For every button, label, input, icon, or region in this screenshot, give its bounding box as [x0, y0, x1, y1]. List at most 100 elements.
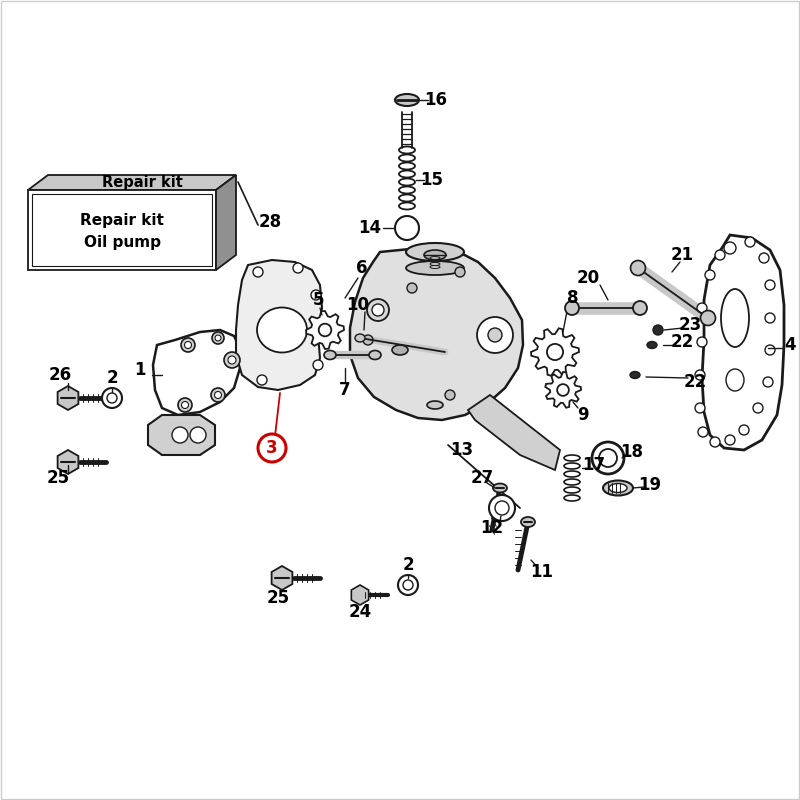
Ellipse shape: [630, 261, 646, 275]
Text: 12: 12: [481, 519, 503, 537]
Polygon shape: [28, 175, 236, 190]
Text: 1: 1: [134, 361, 146, 379]
Circle shape: [224, 352, 240, 368]
Text: Repair kit: Repair kit: [80, 213, 164, 228]
Ellipse shape: [257, 307, 307, 353]
Text: 7: 7: [339, 381, 351, 399]
Circle shape: [455, 267, 465, 277]
Circle shape: [495, 501, 509, 515]
Polygon shape: [350, 248, 523, 420]
Circle shape: [258, 434, 286, 462]
Ellipse shape: [521, 517, 535, 527]
Text: 18: 18: [621, 443, 643, 461]
Circle shape: [178, 398, 192, 412]
Circle shape: [228, 356, 236, 364]
Circle shape: [313, 360, 323, 370]
Text: 14: 14: [358, 219, 382, 237]
Polygon shape: [32, 194, 212, 266]
Ellipse shape: [367, 299, 389, 321]
Text: 9: 9: [577, 406, 589, 424]
Text: 16: 16: [425, 91, 447, 109]
Polygon shape: [351, 585, 369, 605]
Circle shape: [211, 388, 225, 402]
Polygon shape: [236, 260, 322, 390]
Text: Repair kit: Repair kit: [102, 175, 182, 190]
Circle shape: [725, 435, 735, 445]
Text: 11: 11: [530, 563, 554, 581]
Polygon shape: [216, 175, 236, 270]
Ellipse shape: [392, 345, 408, 355]
Polygon shape: [148, 415, 215, 455]
Circle shape: [214, 391, 222, 398]
Circle shape: [185, 342, 191, 349]
Circle shape: [253, 267, 263, 277]
Circle shape: [318, 324, 331, 336]
Circle shape: [182, 402, 189, 409]
Ellipse shape: [647, 342, 657, 349]
Text: 23: 23: [678, 316, 702, 334]
Circle shape: [592, 442, 624, 474]
Ellipse shape: [630, 371, 640, 378]
Polygon shape: [58, 450, 78, 474]
Ellipse shape: [324, 350, 336, 359]
Text: 21: 21: [670, 246, 694, 264]
Circle shape: [489, 495, 515, 521]
Text: 22: 22: [670, 333, 694, 351]
Circle shape: [765, 345, 775, 355]
Circle shape: [724, 242, 736, 254]
Polygon shape: [306, 311, 344, 349]
Text: Oil pump: Oil pump: [83, 234, 161, 250]
Ellipse shape: [406, 243, 464, 261]
Circle shape: [745, 237, 755, 247]
Circle shape: [599, 449, 617, 467]
Text: 2: 2: [402, 556, 414, 574]
Ellipse shape: [427, 401, 443, 409]
Circle shape: [445, 390, 455, 400]
Circle shape: [697, 337, 707, 347]
Ellipse shape: [395, 94, 419, 106]
Text: 6: 6: [356, 259, 368, 277]
Circle shape: [697, 303, 707, 313]
Text: 19: 19: [638, 476, 662, 494]
Circle shape: [102, 388, 122, 408]
Text: 22: 22: [683, 373, 706, 391]
Ellipse shape: [355, 334, 365, 342]
Polygon shape: [546, 372, 581, 408]
Text: 24: 24: [348, 603, 372, 621]
Ellipse shape: [369, 350, 381, 359]
Text: 13: 13: [450, 441, 474, 459]
Text: 27: 27: [470, 469, 494, 487]
Circle shape: [190, 427, 206, 443]
Text: 8: 8: [567, 289, 578, 307]
Ellipse shape: [565, 301, 579, 315]
Circle shape: [363, 335, 373, 345]
Ellipse shape: [372, 304, 384, 316]
Polygon shape: [272, 566, 292, 590]
Ellipse shape: [726, 369, 744, 391]
Ellipse shape: [493, 483, 507, 493]
Text: 25: 25: [46, 469, 70, 487]
Circle shape: [398, 575, 418, 595]
Ellipse shape: [721, 289, 749, 347]
Text: 25: 25: [266, 589, 290, 607]
Circle shape: [710, 437, 720, 447]
Ellipse shape: [603, 481, 633, 495]
Text: 5: 5: [312, 291, 324, 309]
Polygon shape: [58, 386, 78, 410]
Circle shape: [765, 313, 775, 323]
Circle shape: [403, 580, 413, 590]
Ellipse shape: [609, 483, 627, 493]
Ellipse shape: [633, 301, 647, 315]
Circle shape: [715, 250, 725, 260]
Polygon shape: [153, 330, 240, 415]
Ellipse shape: [424, 250, 446, 260]
Circle shape: [181, 338, 195, 352]
Circle shape: [753, 403, 763, 413]
Circle shape: [395, 216, 419, 240]
Circle shape: [212, 332, 224, 344]
Circle shape: [765, 280, 775, 290]
Ellipse shape: [488, 328, 502, 342]
Ellipse shape: [701, 310, 715, 326]
Circle shape: [653, 325, 663, 335]
Polygon shape: [531, 328, 579, 376]
